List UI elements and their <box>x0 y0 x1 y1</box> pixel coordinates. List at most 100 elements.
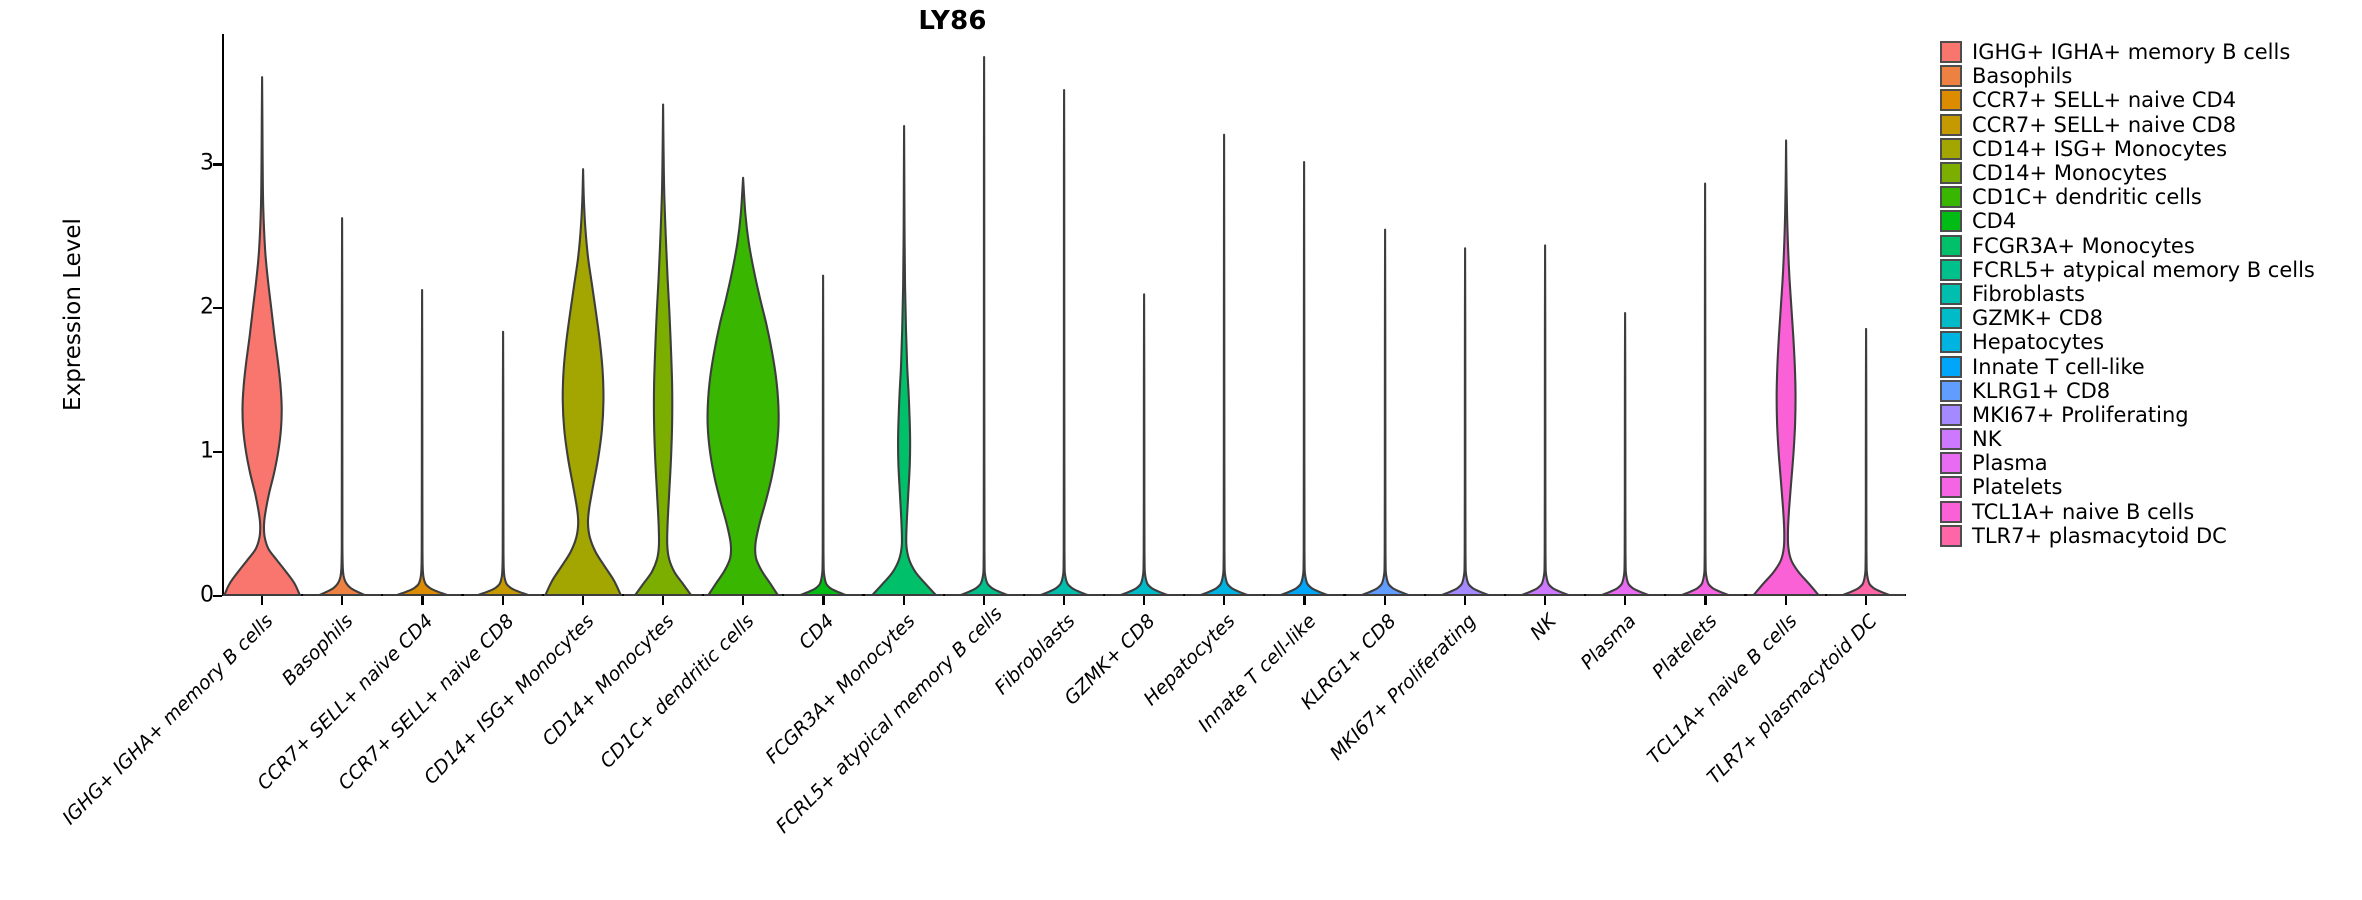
violin-innate-t-cell-like[interactable] <box>1264 34 1344 597</box>
legend-label: CD14+ Monocytes <box>1972 161 2168 186</box>
legend-item[interactable]: NK <box>1940 427 2360 451</box>
legend-label: Hepatocytes <box>1972 330 2105 355</box>
violin-mki67-proliferating[interactable] <box>1425 34 1505 597</box>
x-tick-mark <box>1704 596 1707 605</box>
violin-gzmk-cd8[interactable] <box>1104 34 1184 597</box>
legend-item[interactable]: IGHG+ IGHA+ memory B cells <box>1940 40 2360 64</box>
legend-swatch <box>1940 500 1962 523</box>
violin-body <box>1841 327 1891 597</box>
legend-label: IGHG+ IGHA+ memory B cells <box>1972 40 2291 65</box>
violin-cd4[interactable] <box>783 34 863 597</box>
violin-body <box>1119 293 1169 597</box>
legend-item[interactable]: CD1C+ dendritic cells <box>1940 185 2360 209</box>
legend-swatch <box>1940 403 1962 426</box>
legend-swatch <box>1940 234 1962 257</box>
violin-fcrl5-atypical-memory-b-cells[interactable] <box>944 34 1024 597</box>
legend-label: TLR7+ plasmacytoid DC <box>1972 523 2227 548</box>
legend-swatch <box>1940 452 1962 475</box>
violin-body <box>1520 244 1570 597</box>
x-tick-mark <box>982 596 985 605</box>
x-tick-mark <box>341 596 344 605</box>
violin-body <box>1039 89 1089 597</box>
legend-label: CCR7+ SELL+ naive CD4 <box>1972 88 2237 113</box>
violin-klrg1-cd8[interactable] <box>1345 34 1425 597</box>
violin-body <box>1280 160 1329 597</box>
legend-item[interactable]: CCR7+ SELL+ naive CD4 <box>1940 88 2360 112</box>
legend-item[interactable]: KLRG1+ CD8 <box>1940 379 2360 403</box>
y-tick-mark <box>213 451 222 454</box>
legend-item[interactable]: Hepatocytes <box>1940 330 2360 354</box>
violin-cd14-isg-monocytes[interactable] <box>543 34 623 597</box>
legend-label: CD14+ ISG+ Monocytes <box>1972 136 2228 161</box>
violin-tlr7-plasmacytoid-dc[interactable] <box>1826 34 1906 597</box>
violin-platelets[interactable] <box>1665 34 1745 597</box>
legend-item[interactable]: FCGR3A+ Monocytes <box>1940 234 2360 258</box>
violin-body <box>706 176 780 597</box>
legend-label: FCRL5+ atypical memory B cells <box>1972 257 2315 282</box>
legend-item[interactable]: FCRL5+ atypical memory B cells <box>1940 258 2360 282</box>
violin-hepatocytes[interactable] <box>1184 34 1264 597</box>
plot-area: 0 1 2 3 <box>200 34 1906 608</box>
legend-swatch <box>1940 113 1962 136</box>
violin-tcl1a-naive-b-cells[interactable] <box>1746 34 1826 597</box>
x-tick-mark <box>260 596 264 605</box>
legend-item[interactable]: Platelets <box>1940 475 2360 499</box>
legend-swatch <box>1940 137 1962 160</box>
violin-nk[interactable] <box>1505 34 1585 597</box>
violin-plasma[interactable] <box>1585 34 1665 597</box>
violin-cd14-monocytes[interactable] <box>623 34 703 597</box>
legend-label: FCGR3A+ Monocytes <box>1972 233 2195 258</box>
violin-fibroblasts[interactable] <box>1024 34 1104 597</box>
violin-basophils[interactable] <box>302 34 382 597</box>
legend-item[interactable]: CD14+ Monocytes <box>1940 161 2360 185</box>
legend-item[interactable]: TLR7+ plasmacytoid DC <box>1940 524 2360 548</box>
legend-swatch <box>1940 379 1962 402</box>
legend-label: Platelets <box>1972 475 2063 500</box>
legend-item[interactable]: GZMK+ CD8 <box>1940 306 2360 330</box>
violin-body <box>1440 247 1490 597</box>
x-tick-mark <box>1784 596 1787 605</box>
violin-ccr7-sell-naive-cd8[interactable] <box>463 34 543 597</box>
legend-swatch <box>1940 476 1962 499</box>
violin-ighg-igha-memory-b-cells[interactable] <box>222 34 302 597</box>
x-tick-mark <box>581 596 584 605</box>
y-tick-mark <box>213 595 222 598</box>
legend-item[interactable]: CCR7+ SELL+ naive CD8 <box>1940 113 2360 137</box>
x-tick-mark <box>1223 596 1226 605</box>
legend-label: KLRG1+ CD8 <box>1972 378 2111 403</box>
violin-cd1c-dendritic-cells[interactable] <box>703 34 783 597</box>
legend-item[interactable]: CD4 <box>1940 209 2360 233</box>
legend-label: TCL1A+ naive B cells <box>1972 499 2195 524</box>
legend-swatch <box>1940 210 1962 233</box>
y-tick-label: 0 <box>200 582 214 608</box>
x-tick-mark <box>1544 596 1547 605</box>
x-tick-mark <box>1062 596 1066 605</box>
x-tick-mark <box>1463 596 1467 605</box>
legend-item[interactable]: TCL1A+ naive B cells <box>1940 500 2360 524</box>
y-tick-mark <box>213 163 222 166</box>
legend-swatch <box>1940 162 1962 185</box>
x-tick-mark <box>902 596 905 605</box>
y-tick-mark <box>213 307 222 310</box>
legend-item[interactable]: Innate T cell-like <box>1940 354 2360 379</box>
violin-body <box>318 217 366 597</box>
y-tick-label: 2 <box>200 294 214 320</box>
legend-item[interactable]: CD14+ ISG+ Monocytes <box>1940 137 2360 161</box>
legend-item[interactable]: Fibroblasts <box>1940 282 2360 306</box>
legend-item[interactable]: Plasma <box>1940 451 2360 475</box>
x-tick-mark <box>822 596 825 605</box>
legend-swatch <box>1940 355 1962 378</box>
x-tick-mark <box>501 596 504 605</box>
violin-ccr7-sell-naive-cd4[interactable] <box>382 34 462 597</box>
legend-item[interactable]: Basophils <box>1940 64 2360 88</box>
legend-swatch <box>1940 41 1962 64</box>
y-tick-label: 1 <box>200 438 214 464</box>
violin-fcgr3a-monocytes[interactable] <box>864 34 944 597</box>
violin-body <box>396 289 449 597</box>
legend-swatch <box>1940 258 1962 281</box>
legend-swatch <box>1940 428 1962 451</box>
legend-swatch <box>1940 282 1962 305</box>
x-tick-mark <box>1624 596 1627 605</box>
legend-item[interactable]: MKI67+ Proliferating <box>1940 403 2360 427</box>
violin-body <box>1600 312 1650 597</box>
